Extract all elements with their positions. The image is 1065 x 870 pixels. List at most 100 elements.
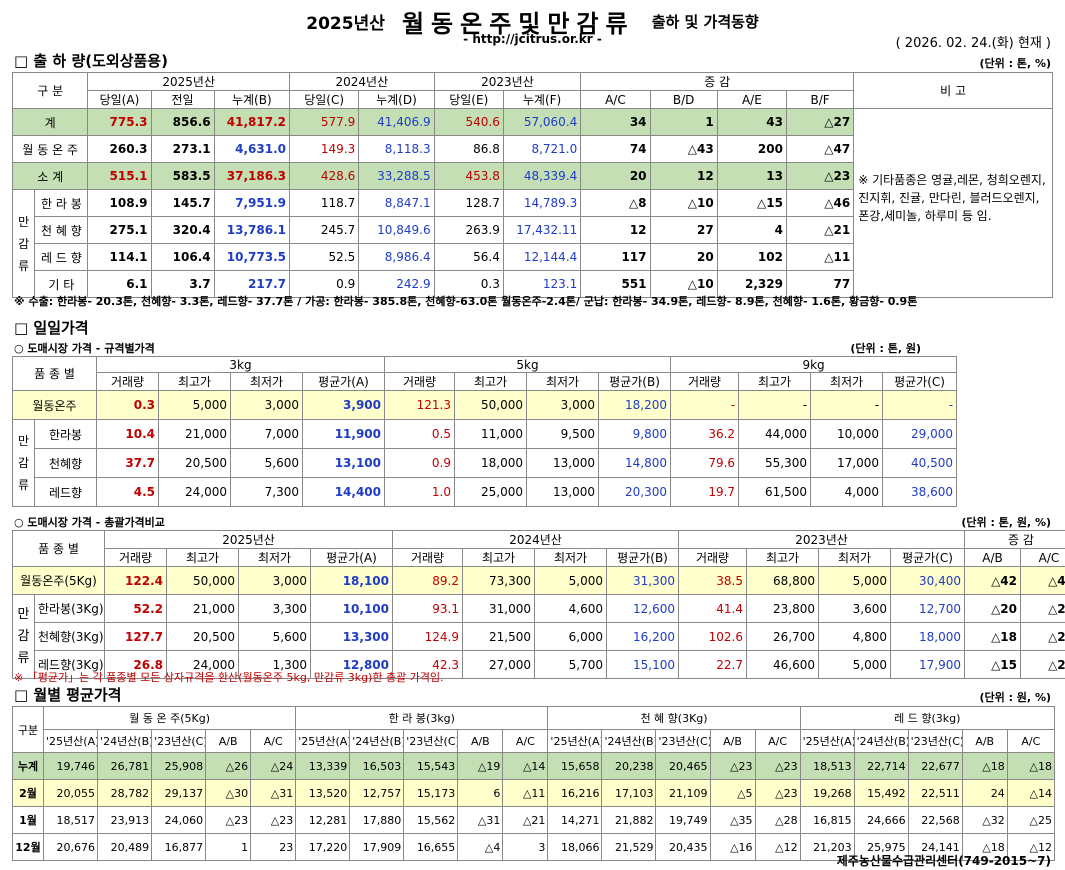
table-row: 12월 20,676 20,489 16,877 1 23 17,220 17,909 16… xyxy=(11,833,1056,861)
col-head: '23년산(C) xyxy=(403,729,459,753)
cell: △28 xyxy=(754,806,801,834)
col-head: 거래량 xyxy=(392,548,463,567)
cell: 200 xyxy=(716,135,787,163)
cell: 263.9 xyxy=(433,216,504,244)
cell: 128.7 xyxy=(433,189,504,217)
cell: 14,400 xyxy=(301,477,386,507)
compare-head-variety: 품 종 별 xyxy=(12,530,105,567)
cell: 24,060 xyxy=(151,806,207,834)
cell: 28,782 xyxy=(97,779,153,807)
cell: △23 xyxy=(205,806,252,834)
cell: △28 xyxy=(1020,650,1065,679)
monthly-head-red: 레 드 향(3kg) xyxy=(799,706,1056,730)
cell: 16,503 xyxy=(349,752,405,780)
cell: △40 xyxy=(1020,566,1065,595)
cell: 13,100 xyxy=(301,448,386,478)
cell: △31 xyxy=(250,779,297,807)
row-label: 한라봉(3Kg) xyxy=(34,594,105,623)
cell: 12,757 xyxy=(349,779,405,807)
monthly-head-cheonhye: 천 혜 향(3Kg) xyxy=(547,706,801,730)
cell: 10,100 xyxy=(310,594,393,623)
shipment-head-ac: A/C xyxy=(580,90,651,109)
cell: 5,000 xyxy=(158,390,231,420)
report-url[interactable]: - http://jcitrus.or.kr - xyxy=(463,32,602,46)
col-head: 최고가 xyxy=(166,548,239,567)
cell: 577.9 xyxy=(288,108,360,136)
cell: 118.7 xyxy=(288,189,360,217)
table-row: 만 감 류 한라봉 10.4 21,000 7,000 11,900 0.5 1… xyxy=(12,419,958,507)
col-head: 최고가 xyxy=(746,548,819,567)
cell: △10 xyxy=(649,270,718,298)
cell: 242.9 xyxy=(358,270,435,298)
cell: 275.1 xyxy=(87,216,152,244)
col-head: 평균가(A) xyxy=(310,548,393,567)
cell: 56.4 xyxy=(433,243,504,271)
shipment-head-prev: 전일 xyxy=(150,90,215,109)
cell: 17,432.11 xyxy=(502,216,582,244)
col-head: '23년산(C) xyxy=(151,729,207,753)
cell: △24 xyxy=(250,752,297,780)
monthly-head-gubun: 구분 xyxy=(11,706,45,753)
cell: 9,800 xyxy=(598,419,672,449)
shipment-head-c: 당일(C) xyxy=(288,90,360,109)
cell: 5,000 xyxy=(534,566,607,595)
shipment-head-f: 누계(F) xyxy=(502,90,582,109)
row-label: 계 xyxy=(11,108,89,136)
cell: 13,300 xyxy=(310,622,393,651)
row-label: 천혜향 xyxy=(34,448,97,478)
cell: 13,786.1 xyxy=(213,216,291,244)
cell: 68,800 xyxy=(746,566,819,595)
cell: 149.3 xyxy=(288,135,360,163)
cell: 41,406.9 xyxy=(358,108,435,136)
cell: 7,300 xyxy=(230,477,303,507)
cell: 17,880 xyxy=(349,806,405,834)
cell: 5,000 xyxy=(818,650,891,679)
row-label: 월 동 온 주 xyxy=(11,135,89,163)
cell: 77 xyxy=(785,270,855,298)
cell: 86.8 xyxy=(433,135,504,163)
monthly-title: □ 월별 평균가격 xyxy=(14,686,122,704)
table-row: 천혜향(3Kg) 127.7 20,500 5,600 13,300 124.9… xyxy=(13,622,1065,651)
cell: 93.1 xyxy=(392,594,463,623)
cell: 16,200 xyxy=(606,622,679,651)
cell: △12 xyxy=(1006,833,1056,861)
table-row: 2월 20,055 28,782 29,137 △30 △31 13,520 12,757… xyxy=(11,779,1056,807)
cell: 24,000 xyxy=(158,477,231,507)
cell: 20,465 xyxy=(655,752,711,780)
row-label: 소 계 xyxy=(11,162,89,190)
cell: △26 xyxy=(205,752,252,780)
cell: 0.3 xyxy=(96,390,159,420)
cell: 124.9 xyxy=(392,622,463,651)
cell: 20 xyxy=(580,162,651,190)
cell: 24 xyxy=(961,779,1008,807)
cell: △23 xyxy=(709,752,756,780)
cell: 61,500 xyxy=(738,477,812,507)
cell: 18,513 xyxy=(799,752,855,780)
cell: △4 xyxy=(457,833,504,861)
cell: 1.0 xyxy=(384,477,456,507)
cell: 15,658 xyxy=(547,752,603,780)
shipment-remark: ※ 기타품종은 영귤,레몬, 청희오렌지, 진지휘, 진귤, 만다린, 블러드오… xyxy=(853,108,1053,298)
cell: 13,000 xyxy=(526,448,600,478)
cell: 20,676 xyxy=(43,833,99,861)
cell: △26 xyxy=(1020,622,1065,651)
cell: 50,000 xyxy=(166,566,239,595)
cell: 20,500 xyxy=(158,448,231,478)
row-label: 월동온주(5Kg) xyxy=(12,566,105,595)
cell: 4,631.0 xyxy=(213,135,291,163)
cell: 23,800 xyxy=(746,594,819,623)
cell: 18,100 xyxy=(310,566,393,595)
cell: 17,000 xyxy=(810,448,884,478)
daily-sub2: ○ 도매시장 가격 - 총괄가격비교 xyxy=(14,516,165,529)
cell: 21,529 xyxy=(601,833,657,861)
cell: 37,186.3 xyxy=(213,162,291,190)
cell: △21 xyxy=(785,216,855,244)
cell: 31,000 xyxy=(462,594,535,623)
cell: 21,000 xyxy=(166,594,239,623)
cell: - xyxy=(810,390,884,420)
mangam-label: 만 감 류 xyxy=(11,189,36,298)
cell: 9,500 xyxy=(526,419,600,449)
cell: 4,000 xyxy=(810,477,884,507)
cell: 33,288.5 xyxy=(358,162,435,190)
shipment-head-2023: 2023년산 xyxy=(433,72,582,91)
